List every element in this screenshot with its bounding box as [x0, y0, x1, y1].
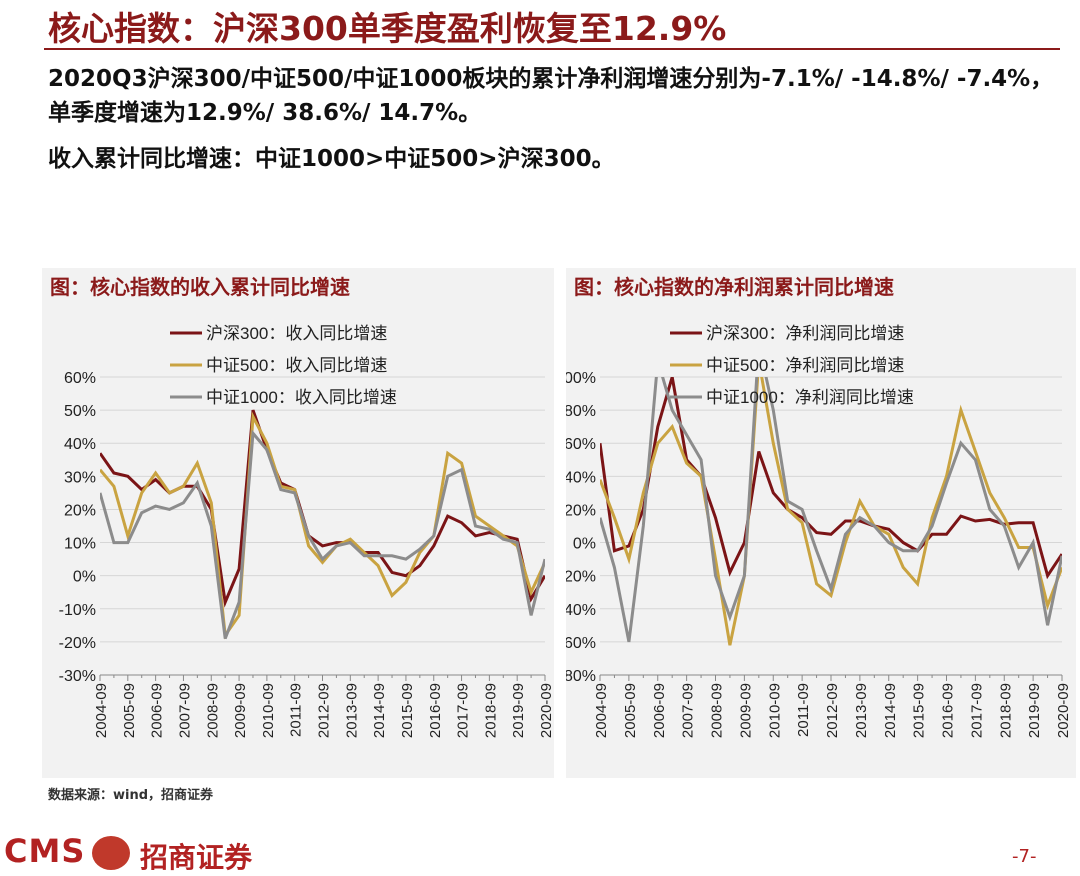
y-tick-label: 30% [64, 469, 96, 486]
chart-title: 图：核心指数的净利润累计同比增速 [574, 275, 894, 299]
x-tick-label: 2011-09 [288, 683, 305, 737]
x-tick-label: 2020-09 [538, 683, 554, 738]
chart: 图：核心指数的净利润累计同比增速 -80% -60% -40% -20% 0% 20% 40%… [566, 268, 1076, 778]
chart: 图：核心指数的收入累计同比增速 -30% -20% -10% 0% 10% 20% 30% 40… [42, 268, 554, 778]
x-tick-label: 2015-09 [399, 683, 416, 738]
legend-label: 沪深300：净利润同比增速 [706, 324, 904, 343]
title-rule [44, 48, 1060, 50]
x-tick-label: 2008-09 [204, 683, 221, 738]
y-tick-label: 10% [64, 536, 96, 553]
y-tick-label: 60% [64, 370, 96, 387]
x-tick-label: 2020-09 [1055, 683, 1072, 738]
x-tick-label: 2010-09 [260, 683, 277, 738]
x-tick-label: 2007-09 [176, 683, 193, 738]
x-tick-label: 2012-09 [316, 683, 333, 738]
x-tick-label: 2018-09 [997, 683, 1014, 738]
legend-label: 中证1000：收入同比增速 [206, 388, 397, 407]
x-tick-label: 2017-09 [455, 683, 472, 738]
y-tick-label: 0% [73, 569, 96, 586]
x-tick-label: 2017-09 [968, 683, 985, 738]
logo: CMS [4, 832, 86, 870]
x-tick-label: 2005-09 [622, 683, 639, 738]
page-title: 核心指数：沪深300单季度盈利恢复至12.9% [48, 9, 727, 48]
panel-bg [42, 268, 554, 778]
y-tick-label: 100% [566, 370, 596, 387]
x-tick-label: 2012-09 [824, 683, 841, 738]
y-tick-label: 0% [573, 536, 596, 553]
x-tick-label: 2013-09 [853, 683, 870, 738]
logo-badge [92, 836, 130, 870]
y-tick-label: 50% [64, 403, 96, 420]
x-tick-label: 2015-09 [911, 683, 928, 738]
source: 数据来源：wind，招商证券 [48, 788, 214, 803]
x-tick-label: 2006-09 [149, 683, 166, 738]
x-tick-label: 2010-09 [766, 683, 783, 738]
y-tick-label: -60% [566, 635, 596, 652]
x-tick-label: 2018-09 [482, 683, 499, 738]
x-tick-label: 2009-09 [232, 683, 249, 738]
page-number: -7- [1012, 846, 1037, 867]
series-line [100, 429, 545, 640]
series-line [600, 377, 1062, 646]
x-tick-label: 2019-09 [510, 683, 527, 738]
y-tick-label: 60% [566, 436, 596, 453]
x-tick-label: 2006-09 [651, 683, 668, 738]
legend-label: 沪深300：收入同比增速 [206, 324, 387, 343]
x-tick-label: 2009-09 [737, 683, 754, 738]
x-tick-label: 2014-09 [882, 683, 899, 738]
x-tick-label: 2011-09 [795, 683, 812, 737]
x-tick-label: 2016-09 [427, 683, 444, 738]
x-tick-label: 2005-09 [121, 683, 138, 738]
legend-label: 中证500：收入同比增速 [206, 356, 387, 375]
x-tick-label: 2004-09 [593, 683, 610, 738]
series-line [600, 377, 1062, 580]
x-tick-label: 2014-09 [371, 683, 388, 738]
chart-title: 图：核心指数的收入累计同比增速 [50, 275, 350, 299]
y-tick-label: -80% [566, 668, 596, 685]
paragraph: 2020Q3沪深300/中证500/中证1000板块的累计净利润增速分别为-7.… [48, 66, 1054, 126]
legend-label: 中证500：净利润同比增速 [706, 356, 904, 375]
y-tick-label: -10% [59, 602, 96, 619]
y-tick-label: 80% [566, 403, 596, 420]
y-tick-label: 20% [64, 502, 96, 519]
x-tick-label: 2007-09 [680, 683, 697, 738]
panel-bg [566, 268, 1076, 778]
series-line [100, 411, 545, 640]
x-tick-label: 2004-09 [93, 683, 110, 738]
series-line [600, 377, 1062, 643]
x-tick-label: 2016-09 [940, 683, 957, 738]
x-tick-label: 2013-09 [343, 683, 360, 738]
x-tick-label: 2019-09 [1026, 683, 1043, 738]
y-tick-label: 40% [566, 469, 596, 486]
y-tick-label: -40% [566, 602, 596, 619]
y-tick-label: -20% [59, 635, 96, 652]
y-tick-label: 40% [64, 436, 96, 453]
y-tick-label: -20% [566, 569, 596, 586]
paragraph: 收入累计同比增速：中证1000>中证500>沪深300。 [48, 146, 615, 172]
company-name: 招商证券 [140, 841, 253, 874]
legend-label: 中证1000：净利润同比增速 [706, 388, 914, 407]
x-tick-label: 2008-09 [709, 683, 726, 738]
y-tick-label: 20% [566, 502, 596, 519]
y-tick-label: -30% [59, 668, 96, 685]
